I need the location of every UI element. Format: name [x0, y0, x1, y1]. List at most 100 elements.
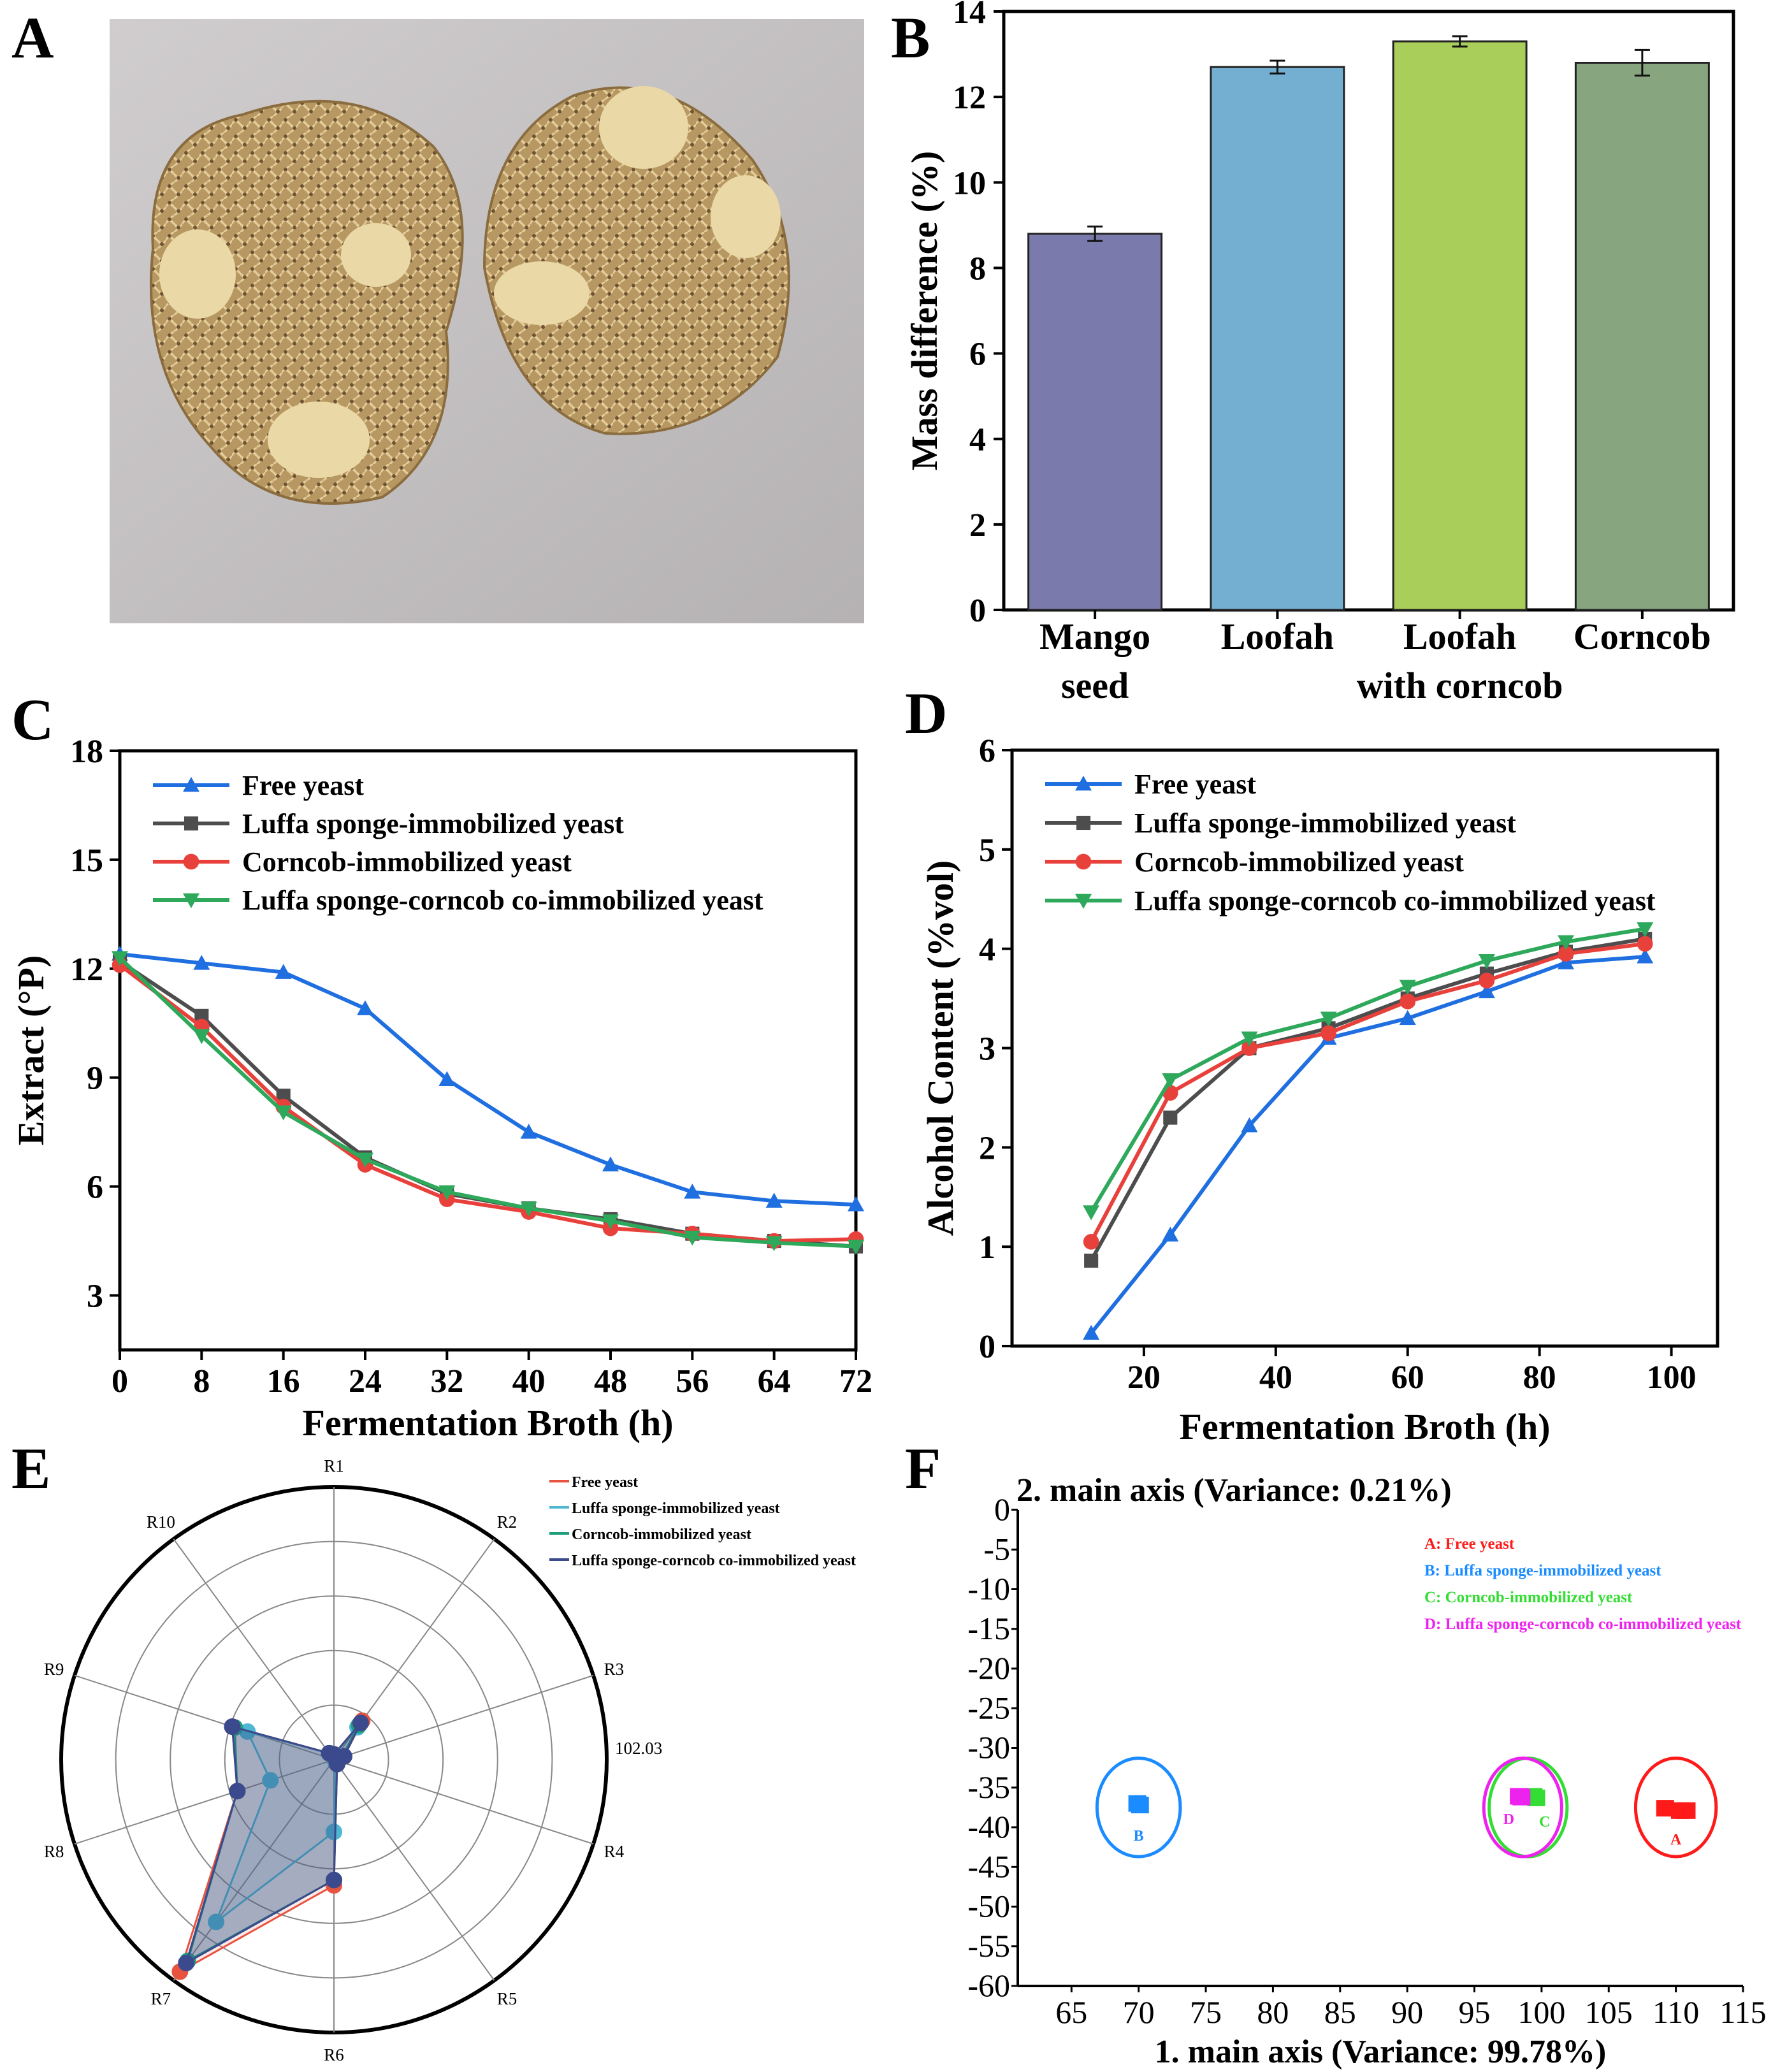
- x-tick-label: 24: [349, 1363, 382, 1400]
- y-axis-title: Alcohol Content (%vol): [920, 860, 961, 1236]
- bar: [1574, 61, 1710, 611]
- axis-label: R6: [324, 2045, 344, 2064]
- spoke: [173, 1759, 335, 1981]
- data-point: [357, 1152, 373, 1168]
- x-tick-label: 100: [1517, 1994, 1565, 2030]
- data-point: [1637, 948, 1654, 964]
- y-tick-label: 14: [953, 0, 986, 31]
- x-tick-label: 85: [1324, 1994, 1356, 2030]
- data-point: [520, 1201, 537, 1217]
- data-point: [1083, 1324, 1100, 1340]
- data-point: [1637, 936, 1653, 952]
- x-tick-label: 40: [1259, 1359, 1292, 1396]
- y-tick-label: 5: [979, 832, 995, 869]
- bar: [1027, 233, 1163, 611]
- panel-label-b: B: [891, 5, 930, 70]
- series-line: [1089, 955, 1646, 1335]
- data-point: [357, 1000, 373, 1015]
- panel-label-f: F: [905, 1436, 941, 1501]
- axis-label: R10: [147, 1512, 175, 1532]
- legend-marker: [1075, 776, 1092, 791]
- data-point: [1677, 1802, 1696, 1819]
- legend-label: B: Luffa sponge-immobilized yeast: [1424, 1562, 1661, 1579]
- legend-label: Free yeast: [242, 770, 364, 801]
- y-tick-label: 0: [979, 1329, 995, 1365]
- loofah-sponge-photo: [110, 19, 864, 623]
- spoke: [173, 1539, 335, 1760]
- group-ellipse: [1487, 1757, 1569, 1858]
- data-point: [1399, 1010, 1416, 1025]
- data-point: [1400, 993, 1416, 1010]
- data-point: [1163, 1110, 1178, 1125]
- data-point: [1479, 973, 1495, 989]
- data-point: [352, 1714, 369, 1732]
- data-point: [438, 1185, 456, 1201]
- y-tick-label: 3: [87, 1279, 103, 1315]
- y-tick-label: -60: [967, 1967, 1010, 2003]
- legend-label: Free yeast: [572, 1474, 638, 1491]
- x-tick-label: Mango: [1039, 616, 1150, 657]
- plot-frame: [1002, 10, 1735, 612]
- x-tick-label: 16: [267, 1363, 300, 1400]
- data-point: [1162, 1073, 1179, 1089]
- data-point: [1084, 1253, 1099, 1268]
- y-tick-label: 4: [969, 422, 986, 458]
- y-tick-label: -15: [967, 1611, 1010, 1646]
- series-line: [118, 956, 857, 1249]
- sensor-radar-chart: R1 R2 R3 R4 R5 R6 R7 R8 R9 R10 102.03 Free yeast Luf…: [44, 1456, 856, 2064]
- y-tick-label: -40: [967, 1809, 1010, 1844]
- legend-label: Luffa sponge-corncob co-immobilized yeas…: [572, 1553, 856, 1569]
- extract-line-chart: 3 6 9 12 15 18 0 8 16 24 32 40 48 56 64 72 Fermentation …: [10, 734, 872, 1444]
- data-point: [275, 1105, 292, 1120]
- data-point: [602, 1156, 619, 1171]
- x-tick-label: 65: [1055, 1994, 1087, 2030]
- legend-marker: [183, 777, 199, 792]
- data-point: [326, 1823, 342, 1841]
- plot-frame: [118, 749, 858, 1352]
- data-point: [1637, 922, 1654, 938]
- data-point: [602, 1214, 619, 1229]
- y-tick-label: 12: [953, 80, 986, 116]
- group-ellipse: [1095, 1757, 1182, 1858]
- data-point: [438, 1071, 456, 1086]
- y-tick-label: 2: [979, 1130, 995, 1166]
- bar: [1392, 40, 1528, 611]
- axis-label: R5: [497, 1989, 517, 2008]
- y-tick-label: 1: [979, 1229, 995, 1266]
- x-tick-label: 40: [512, 1363, 546, 1400]
- legend-label: Corncob-immobilized yeast: [242, 846, 572, 878]
- legend-label: Luffa sponge-immobilized yeast: [572, 1500, 780, 1517]
- x-tick-label: 75: [1190, 1994, 1222, 2030]
- legend-label: Corncob-immobilized yeast: [1134, 846, 1464, 878]
- y-tick-label: -55: [967, 1928, 1010, 1964]
- data-point: [1478, 953, 1495, 969]
- x-tick-label: Corncob: [1574, 616, 1711, 657]
- mass-difference-bar-chart: 0 2 4 6 8 10 12 14 Mango seed Loofah Loofah with cor…: [904, 0, 1735, 706]
- y-tick-label: -45: [967, 1848, 1010, 1884]
- data-point: [1162, 1226, 1179, 1242]
- data-point: [765, 1236, 783, 1251]
- data-point: [1083, 1234, 1099, 1250]
- pca-scatter-plot: 0 -5 -10 -15 -20 -25 -30 -35 -40 -45 -50 -55-60 65 70…: [967, 1472, 1766, 2070]
- y-tick-label: -35: [967, 1769, 1010, 1805]
- group-ellipse: [1633, 1757, 1718, 1858]
- axis-label: R3: [604, 1660, 625, 1679]
- series-line: [1089, 927, 1646, 1213]
- x-tick-label: with corncob: [1357, 665, 1563, 706]
- y-tick-label: 18: [70, 734, 103, 770]
- legend-label: Luffa sponge-corncob co-immobilized yeas…: [1134, 885, 1656, 916]
- data-point: [848, 1196, 864, 1212]
- series-line: [119, 952, 857, 1207]
- plot-frame: [1010, 748, 1719, 1348]
- x-tick-label: Loofah: [1221, 616, 1334, 657]
- data-point: [1558, 935, 1575, 950]
- axis-label: R9: [44, 1660, 64, 1679]
- x-tick-label: 70: [1123, 1994, 1155, 2030]
- y-tick-label: -30: [967, 1730, 1010, 1765]
- data-point: [178, 1955, 195, 1972]
- legend-label: Luffa sponge-immobilized yeast: [242, 808, 624, 839]
- data-point: [321, 1744, 338, 1762]
- data-point: [1558, 954, 1575, 969]
- series-line: [1089, 937, 1646, 1262]
